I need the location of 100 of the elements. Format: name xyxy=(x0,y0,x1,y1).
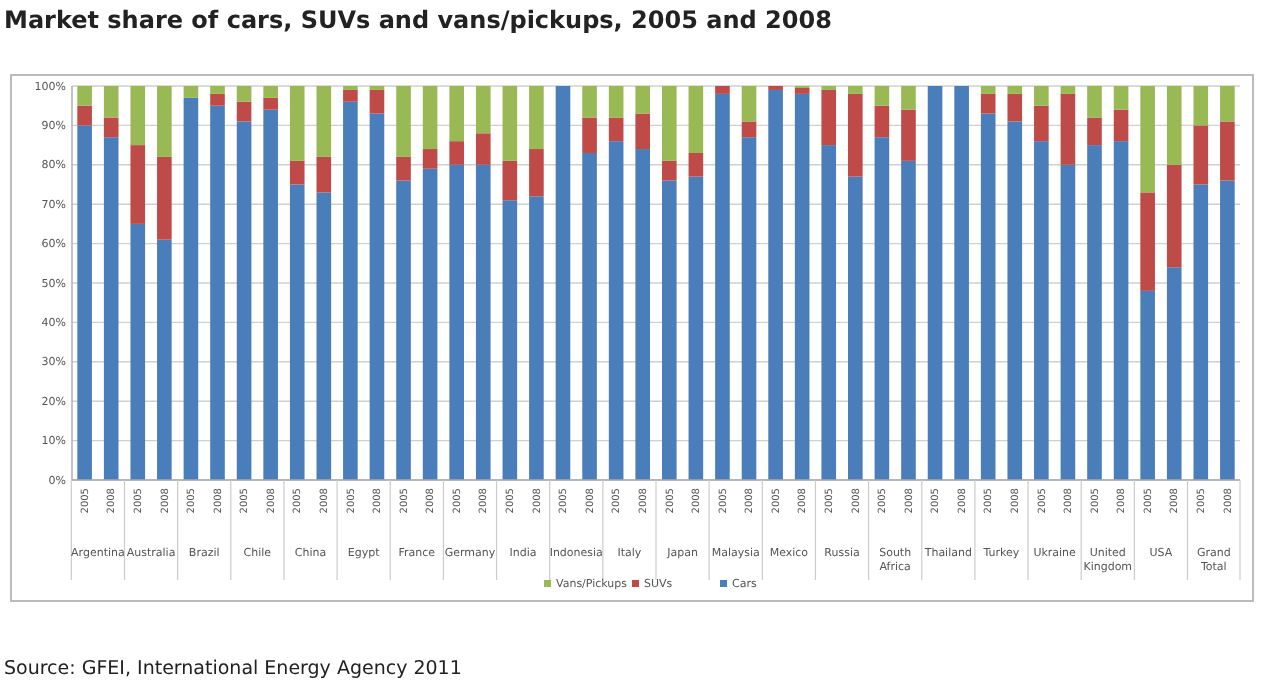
bar xyxy=(263,97,278,110)
bar xyxy=(1007,121,1023,480)
bar xyxy=(848,86,863,94)
bar xyxy=(316,156,332,193)
bar xyxy=(343,101,358,480)
bar xyxy=(768,89,783,480)
bar xyxy=(77,86,92,106)
bar xyxy=(157,239,172,480)
bar xyxy=(1087,117,1102,146)
bar xyxy=(236,86,252,102)
bar xyxy=(980,113,996,480)
bar xyxy=(688,86,704,153)
bar xyxy=(263,86,278,98)
bar xyxy=(848,93,863,177)
bar xyxy=(1060,164,1076,480)
bar xyxy=(449,86,464,142)
bar xyxy=(901,160,916,480)
bar xyxy=(183,86,199,98)
bar xyxy=(183,97,199,480)
bar xyxy=(954,86,969,480)
bar xyxy=(369,89,385,114)
bar xyxy=(236,121,252,480)
bar xyxy=(1140,86,1155,193)
bar xyxy=(715,93,730,480)
bar xyxy=(901,86,916,110)
bar xyxy=(210,93,225,106)
bar xyxy=(130,145,146,224)
bar xyxy=(1220,180,1235,480)
bar xyxy=(422,86,438,150)
bar xyxy=(475,133,491,165)
bar xyxy=(1193,125,1209,185)
bar xyxy=(741,86,757,122)
bar xyxy=(608,141,624,480)
bar xyxy=(688,152,704,177)
bar xyxy=(289,86,305,161)
bar xyxy=(369,113,385,480)
bar xyxy=(210,105,225,480)
bar xyxy=(289,184,305,480)
bar xyxy=(582,152,597,480)
bar xyxy=(422,149,438,169)
chart-title: Market share of cars, SUVs and vans/pickups, 2005 and 2008 xyxy=(4,6,832,34)
bar xyxy=(582,86,597,118)
bar xyxy=(77,125,92,480)
bar xyxy=(1113,109,1129,142)
bar xyxy=(502,86,518,161)
bar xyxy=(157,156,172,240)
bar xyxy=(289,160,305,185)
bar xyxy=(449,164,464,480)
bar xyxy=(661,160,677,181)
bar xyxy=(396,86,411,157)
bar xyxy=(130,86,146,146)
bar xyxy=(661,86,677,161)
bar xyxy=(103,137,119,480)
bar xyxy=(449,141,464,165)
bar xyxy=(980,93,996,114)
bar xyxy=(608,117,624,142)
bar xyxy=(157,86,172,157)
bar xyxy=(77,105,92,126)
bar xyxy=(635,113,651,150)
bar xyxy=(529,196,544,480)
bar xyxy=(741,137,757,480)
bar xyxy=(688,176,704,480)
bar xyxy=(1060,86,1076,94)
bar xyxy=(741,121,757,138)
bar xyxy=(1113,86,1129,110)
bar xyxy=(130,223,146,480)
bar xyxy=(980,86,996,94)
bar xyxy=(103,117,119,138)
bar xyxy=(316,86,332,157)
bar xyxy=(1166,86,1182,165)
bar xyxy=(715,86,730,94)
bar xyxy=(1060,93,1076,165)
bar xyxy=(103,86,119,118)
bar xyxy=(1087,86,1102,118)
bar xyxy=(316,192,332,480)
bar xyxy=(475,164,491,480)
bar xyxy=(794,87,810,94)
bar xyxy=(502,200,518,480)
source-note: Source: GFEI, International Energy Agency 2011 xyxy=(4,658,462,680)
bar xyxy=(901,109,916,161)
bar xyxy=(794,93,810,480)
bar xyxy=(874,105,890,138)
bar xyxy=(1220,86,1235,122)
bar xyxy=(821,89,837,146)
bar xyxy=(874,137,890,480)
bar xyxy=(343,89,358,102)
bar xyxy=(422,168,438,480)
bar xyxy=(1087,145,1102,480)
bar xyxy=(874,86,890,106)
bar xyxy=(661,180,677,480)
bar xyxy=(555,86,571,480)
bar xyxy=(848,176,863,480)
bar xyxy=(396,180,411,480)
bar xyxy=(1193,184,1209,480)
bar xyxy=(1034,86,1049,106)
bar xyxy=(529,149,544,197)
bar xyxy=(582,117,597,153)
bar xyxy=(1166,164,1182,268)
bar xyxy=(1007,86,1023,94)
bar xyxy=(396,156,411,181)
